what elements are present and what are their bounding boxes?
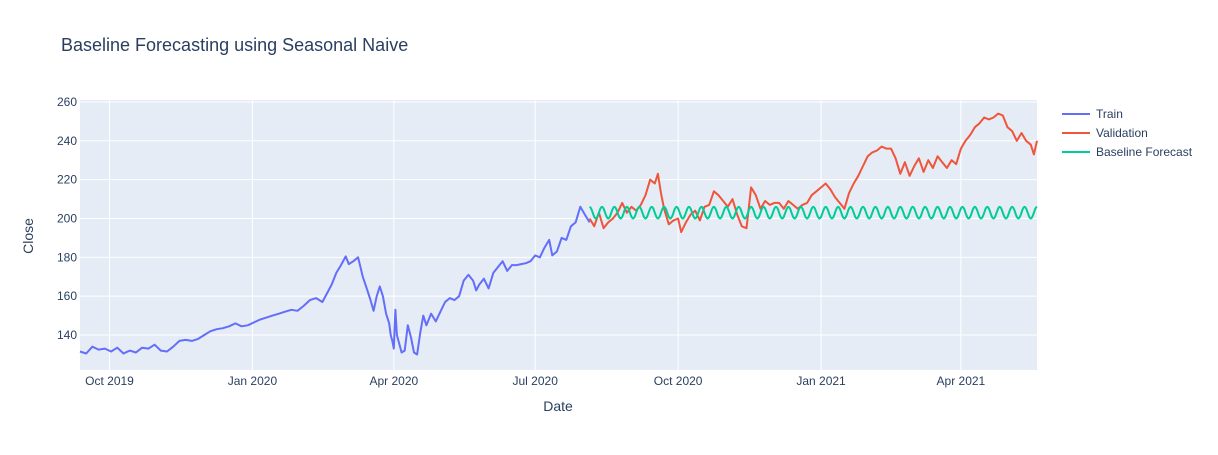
y-tick-label: 240	[57, 134, 77, 148]
legend-label: Validation	[1096, 126, 1148, 140]
x-tick-label: Jan 2020	[228, 374, 278, 388]
chart-title: Baseline Forecasting using Seasonal Naiv…	[61, 35, 408, 55]
x-tick-label: Oct 2019	[85, 374, 134, 388]
y-axis-label: Close	[20, 218, 36, 254]
x-tick-label: Jul 2020	[513, 374, 559, 388]
y-tick-label: 220	[57, 173, 77, 187]
y-axis-ticks: 140 160 180 200 220 240 260	[57, 95, 77, 342]
x-tick-label: Apr 2021	[937, 374, 986, 388]
legend-label: Baseline Forecast	[1096, 145, 1193, 159]
y-tick-label: 140	[57, 328, 77, 342]
y-tick-label: 260	[57, 95, 77, 109]
legend-label: Train	[1096, 107, 1123, 121]
legend-item[interactable]: Train	[1062, 107, 1123, 121]
y-tick-label: 160	[57, 289, 77, 303]
x-tick-label: Oct 2020	[654, 374, 703, 388]
x-tick-label: Jan 2021	[796, 374, 846, 388]
series-lines	[79, 112, 1038, 356]
x-tick-label: Apr 2020	[369, 374, 418, 388]
x-axis-ticks: Oct 2019 Jan 2020 Apr 2020 Jul 2020 Oct 2020…	[85, 374, 985, 388]
y-tick-label: 200	[57, 211, 77, 225]
series-line-train	[79, 205, 591, 356]
legend[interactable]: Train Validation Baseline Forecast	[1062, 107, 1193, 159]
series-line-baseline-forecast	[589, 205, 1038, 220]
y-tick-label: 180	[57, 250, 77, 264]
legend-item[interactable]: Baseline Forecast	[1062, 145, 1193, 159]
gridlines	[80, 100, 1037, 370]
x-axis-label: Date	[543, 398, 573, 414]
series-line-validation	[588, 112, 1038, 234]
legend-item[interactable]: Validation	[1062, 126, 1148, 140]
